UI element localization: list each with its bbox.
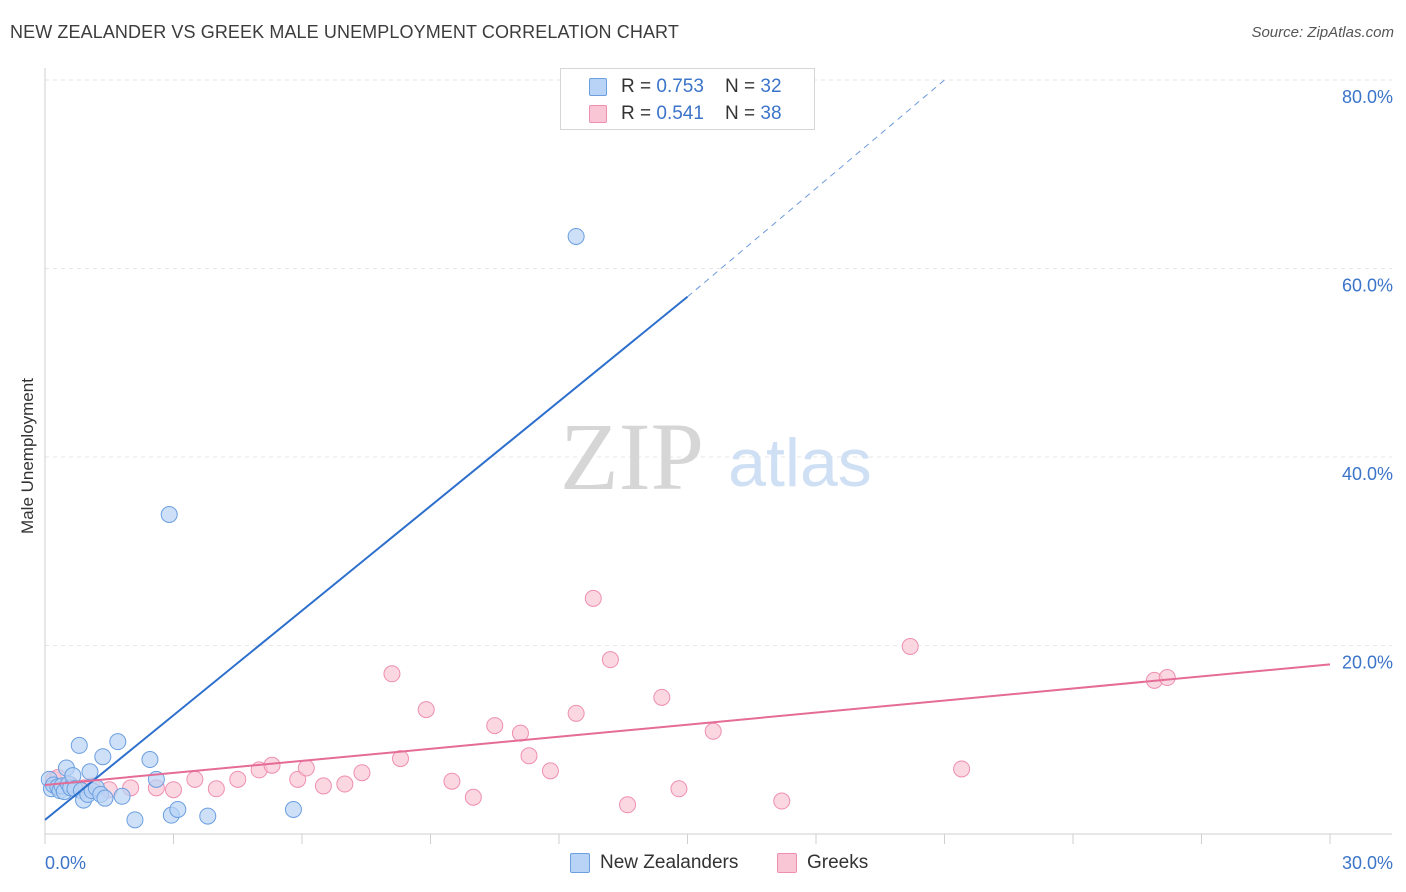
watermark: ZIP atlas [560, 403, 872, 510]
axes-layer [44, 68, 1392, 844]
point-greeks [297, 759, 315, 777]
trend-line-greeks [44, 663, 1331, 786]
points-layer [40, 227, 1176, 829]
y-tick-label: 40.0% [1342, 464, 1393, 484]
point-greeks [520, 747, 538, 765]
point-greeks [336, 775, 354, 793]
x-tick-label: 30.0% [1342, 853, 1393, 873]
watermark-atlas: atlas [728, 425, 872, 501]
trend-layer [44, 79, 1331, 821]
legend-n-value: 38 [760, 103, 782, 124]
point-greeks [417, 701, 435, 719]
trend-line-new-zealanders [44, 295, 689, 821]
legend-n-label: N = [725, 103, 761, 124]
point-new-zealanders [70, 736, 88, 754]
legend-r-label: R = [621, 103, 657, 124]
point-new-zealanders [96, 789, 114, 807]
y-tick-label: 80.0% [1342, 87, 1393, 107]
point-greeks [486, 717, 504, 735]
point-greeks [464, 788, 482, 806]
legend-n-label: N = [725, 76, 761, 97]
legend-label: New Zealanders [600, 852, 739, 873]
point-greeks [653, 688, 671, 706]
point-new-zealanders [94, 748, 112, 766]
point-new-zealanders [141, 751, 159, 769]
point-greeks [229, 770, 247, 788]
source-label: Source: ZipAtlas.com [1251, 24, 1394, 41]
chart-title: NEW ZEALANDER VS GREEK MALE UNEMPLOYMENT… [10, 22, 679, 42]
point-new-zealanders [109, 733, 127, 751]
point-greeks [619, 796, 637, 814]
watermark-zip: ZIP [560, 403, 704, 510]
point-greeks [567, 704, 585, 722]
point-greeks [353, 764, 371, 782]
series-legend: New Zealanders Greeks [0, 852, 1406, 878]
grid-layer [45, 79, 1392, 646]
legend-item-greeks[interactable]: Greeks [777, 852, 868, 874]
point-greeks [289, 770, 307, 788]
point-new-zealanders [199, 807, 217, 825]
point-new-zealanders [81, 763, 99, 781]
legend-swatch-pink [589, 105, 607, 123]
point-greeks [207, 780, 225, 798]
point-greeks [584, 589, 602, 607]
legend-r-value: 0.753 [656, 76, 704, 97]
point-greeks [704, 722, 722, 740]
x-tick-label: 0.0% [45, 853, 86, 873]
legend-swatch-blue [570, 853, 590, 873]
legend-label: Greeks [807, 852, 869, 873]
point-greeks [314, 777, 332, 795]
point-new-zealanders [567, 227, 585, 245]
point-greeks [670, 780, 688, 798]
point-greeks [601, 651, 619, 669]
correlation-legend: R = 0.753 N = 32 R = 0.541 N = 38 [560, 68, 815, 130]
point-greeks [901, 637, 919, 655]
point-greeks [541, 762, 559, 780]
point-greeks [511, 724, 529, 742]
point-new-zealanders [113, 787, 131, 805]
point-greeks [953, 760, 971, 778]
point-new-zealanders [160, 505, 178, 523]
tick-labels-layer: 20.0% 40.0% 60.0% 80.0% 0.0% 30.0% [45, 87, 1393, 873]
point-new-zealanders [284, 800, 302, 818]
y-tick-label: 60.0% [1342, 276, 1393, 296]
legend-swatch-pink [777, 853, 797, 873]
point-greeks [186, 770, 204, 788]
legend-r-value: 0.541 [656, 103, 704, 124]
point-greeks [773, 792, 791, 810]
point-greeks [392, 750, 410, 768]
legend-swatch-blue [589, 78, 607, 96]
point-greeks [1158, 669, 1176, 687]
legend-n-value: 32 [760, 76, 782, 97]
point-greeks [165, 781, 182, 799]
point-greeks [443, 772, 461, 790]
trend-line-extension-new-zealanders [687, 79, 945, 298]
point-new-zealanders [126, 811, 144, 829]
point-greeks [383, 665, 401, 683]
y-tick-label: 20.0% [1342, 653, 1393, 673]
legend-item-new-zealanders[interactable]: New Zealanders [570, 852, 738, 874]
legend-r-label: R = [621, 76, 657, 97]
point-new-zealanders [169, 800, 187, 818]
